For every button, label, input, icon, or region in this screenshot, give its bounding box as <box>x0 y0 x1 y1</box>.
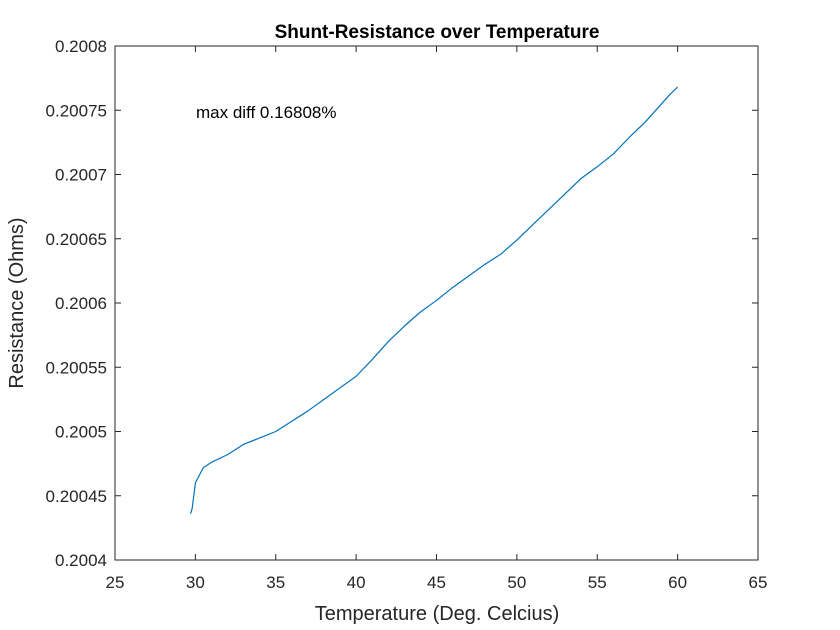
chart-title: Shunt-Resistance over Temperature <box>275 22 600 43</box>
x-tick-label: 40 <box>347 573 366 592</box>
y-tick-label: 0.2006 <box>55 294 107 313</box>
x-tick-label: 25 <box>106 573 125 592</box>
y-axis-label: Resistance (Ohms) <box>6 217 28 388</box>
x-tick-label: 65 <box>749 573 768 592</box>
x-axis-label: Temperature (Deg. Celcius) <box>315 603 560 625</box>
y-tick-label: 0.20065 <box>46 230 107 249</box>
y-tick-label: 0.20075 <box>46 101 107 120</box>
x-tick-label: 45 <box>427 573 446 592</box>
annotation-max-diff: max diff 0.16808% <box>196 103 337 122</box>
x-tick-label: 55 <box>588 573 607 592</box>
series-line <box>189 86 679 514</box>
y-tick-label: 0.20055 <box>46 358 107 377</box>
y-tick-label: 0.2005 <box>55 423 107 442</box>
x-tick-label: 50 <box>507 573 526 592</box>
x-axis: 25 30 35 40 45 50 55 60 65 <box>106 46 768 592</box>
y-tick-label: 0.2004 <box>55 551 107 570</box>
series-group <box>189 86 679 514</box>
y-tick-label: 0.2007 <box>55 166 107 185</box>
x-tick-label: 35 <box>266 573 285 592</box>
y-axis: 0.2004 0.20045 0.2005 0.20055 0.2006 0.20065 0… <box>46 37 758 570</box>
x-tick-label: 60 <box>668 573 687 592</box>
y-tick-label: 0.20045 <box>46 487 107 506</box>
x-tick-label: 30 <box>186 573 205 592</box>
plot-area <box>114 45 759 561</box>
y-tick-label: 0.2008 <box>55 37 107 56</box>
